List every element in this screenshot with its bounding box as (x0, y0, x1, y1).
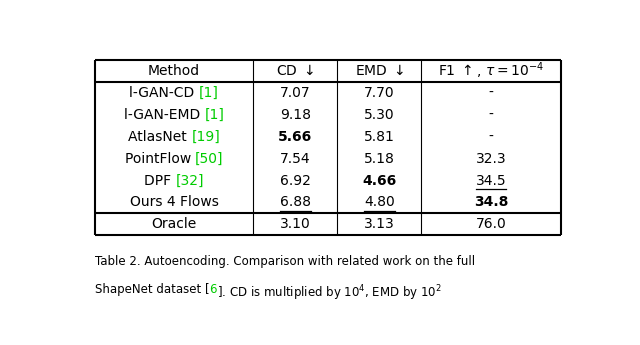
Text: 5.18: 5.18 (364, 151, 395, 166)
Text: 5.81: 5.81 (364, 130, 395, 144)
Text: 3.13: 3.13 (364, 217, 395, 231)
Text: 9.18: 9.18 (280, 108, 311, 122)
Text: Ours 4 Flows: Ours 4 Flows (130, 196, 219, 209)
Text: 34.5: 34.5 (476, 174, 506, 188)
Text: l-GAN-CD: l-GAN-CD (129, 86, 199, 100)
Text: -: - (489, 86, 493, 100)
Text: 6.88: 6.88 (280, 196, 311, 209)
Text: 5.66: 5.66 (278, 130, 312, 144)
Text: [1]: [1] (199, 86, 219, 100)
Text: 76.0: 76.0 (476, 217, 506, 231)
Text: CD $\downarrow$: CD $\downarrow$ (276, 64, 314, 78)
Text: 3.10: 3.10 (280, 217, 311, 231)
Text: Oracle: Oracle (152, 217, 196, 231)
Text: [50]: [50] (195, 151, 224, 166)
Text: [1]: [1] (205, 108, 225, 122)
Text: ShapeNet dataset [: ShapeNet dataset [ (95, 283, 209, 296)
Text: l-GAN-EMD: l-GAN-EMD (124, 108, 205, 122)
Text: 7.54: 7.54 (280, 151, 310, 166)
Text: 6.92: 6.92 (280, 174, 311, 188)
Text: ]. CD is multiplied by $10^4$, EMD by $10^2$: ]. CD is multiplied by $10^4$, EMD by $1… (217, 283, 442, 303)
Text: 7.70: 7.70 (364, 86, 395, 100)
Text: [19]: [19] (191, 130, 220, 144)
Text: 34.8: 34.8 (474, 196, 508, 209)
Text: -: - (489, 108, 493, 122)
Text: -: - (489, 130, 493, 144)
Text: [32]: [32] (175, 174, 204, 188)
Text: AtlasNet: AtlasNet (128, 130, 191, 144)
Text: 4.80: 4.80 (364, 196, 395, 209)
Text: EMD $\downarrow$: EMD $\downarrow$ (355, 64, 404, 78)
Text: 5.30: 5.30 (364, 108, 395, 122)
Text: 4.66: 4.66 (362, 174, 396, 188)
Text: Method: Method (148, 64, 200, 78)
Text: 7.07: 7.07 (280, 86, 310, 100)
Text: DPF: DPF (144, 174, 175, 188)
Text: Table 2. Autoencoding. Comparison with related work on the full: Table 2. Autoencoding. Comparison with r… (95, 255, 475, 268)
Text: PointFlow: PointFlow (125, 151, 195, 166)
Text: 6: 6 (209, 283, 217, 296)
Text: 32.3: 32.3 (476, 151, 506, 166)
Text: F1 $\uparrow$, $\tau = 10^{-4}$: F1 $\uparrow$, $\tau = 10^{-4}$ (438, 61, 544, 81)
